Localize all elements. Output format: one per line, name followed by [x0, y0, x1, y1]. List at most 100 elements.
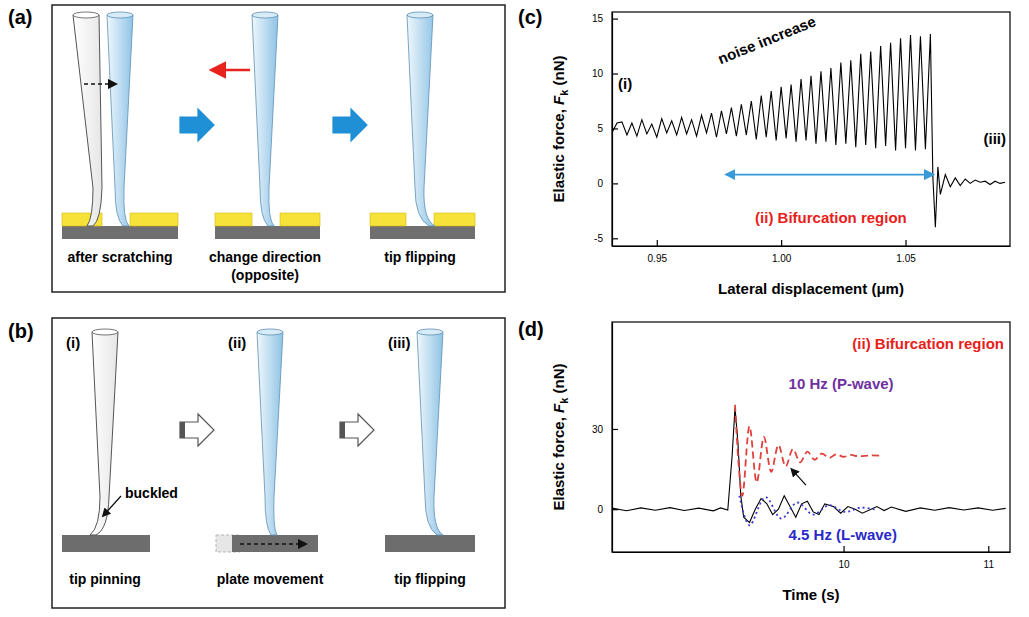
substrate [62, 226, 178, 239]
y-axis-title: Elastic force, Fk (nN) [550, 55, 570, 202]
tip-top [417, 329, 443, 335]
tick-mark [612, 183, 618, 184]
coating-layer [215, 213, 252, 226]
tick-mark [612, 128, 618, 129]
tick-label: 1.00 [772, 253, 792, 264]
move-arrow [84, 83, 116, 85]
tick-mark [843, 546, 844, 552]
data-line [739, 496, 876, 525]
note-label: buckled [125, 485, 178, 501]
step-arrow-bar [180, 422, 185, 438]
plot-marks [612, 34, 1005, 227]
tip-top [257, 329, 283, 335]
tick-label: 30 [592, 424, 604, 435]
y-axis-title: Elastic force, Fk (nN) [550, 363, 570, 510]
panel-frame [52, 5, 505, 292]
tick: 11 [984, 546, 995, 570]
coating-layer [130, 213, 178, 226]
y-axis-title-part: Elastic force, [550, 105, 567, 203]
tip-top [252, 12, 278, 18]
step-arrow [180, 414, 214, 446]
tick: -5 [594, 233, 618, 244]
step-tag: (i) [66, 334, 80, 351]
step-caption: plate movement [217, 571, 324, 587]
tick-label: 0 [597, 504, 603, 515]
cantilever-tip [257, 332, 283, 535]
move-arrow [240, 543, 306, 545]
step-caption: tip flipping [384, 249, 456, 265]
panel-label: (c) [518, 6, 542, 28]
annotation: 10 Hz (P-wave) [789, 375, 894, 392]
annotation: noise increase [715, 12, 818, 67]
tip-top [92, 329, 118, 335]
tick: 5 [597, 123, 618, 134]
tick-label: 0 [597, 178, 603, 189]
tick-mark [905, 240, 906, 246]
y-axis: 0 30 [592, 323, 618, 553]
panel-label: (a) [8, 6, 32, 28]
tick-label: 10 [592, 68, 604, 79]
step-tag: (ii) [228, 334, 246, 351]
chart-panel: (d) 10 11 0 30 Time (s) Elastic force, Fk (nN)… [518, 318, 1011, 603]
x-axis: 10 11 [613, 546, 1011, 570]
plate [62, 535, 150, 552]
data-line [612, 408, 1006, 523]
data-line [735, 405, 880, 496]
tick-label: 5 [597, 123, 603, 134]
panel-frame [52, 318, 505, 608]
tick-label: 15 [592, 13, 604, 24]
annotation: (iii) [984, 130, 1007, 147]
panel-a: (a) after scratching change direction (oppo… [8, 5, 505, 292]
tick-label: 11 [984, 559, 995, 570]
plate [232, 535, 318, 552]
tick-mark [612, 238, 618, 239]
annotation: 4.5 Hz (L-wave) [789, 526, 897, 543]
y-axis-title-part: (nN) [550, 55, 567, 89]
tick: 15 [592, 13, 618, 24]
tick-label: 0.95 [648, 253, 668, 264]
tick: 0 [597, 178, 618, 189]
cantilever-tip [107, 15, 133, 226]
step-caption: change direction [209, 249, 321, 265]
axis-line [612, 323, 613, 553]
tick: 1.00 [772, 240, 792, 264]
note-arrow [103, 496, 121, 516]
figure: (a) after scratching change direction (oppo… [0, 0, 1029, 617]
coating-layer [280, 213, 320, 226]
panel-label: (b) [8, 320, 34, 342]
cantilever-tip [417, 332, 443, 535]
data-line [612, 34, 1005, 227]
tick-mark [657, 240, 658, 246]
step-arrow [340, 414, 374, 446]
x-axis-title: Time (s) [782, 586, 839, 603]
plot-marks [612, 405, 1006, 525]
tick-mark [781, 240, 782, 246]
plot-frame [612, 12, 1010, 246]
tick: 10 [839, 546, 851, 570]
step-arrow [180, 109, 214, 141]
substrate [370, 226, 475, 239]
step-tag: (iii) [388, 334, 411, 351]
tick: 0 [597, 504, 618, 515]
step-caption: tip pinning [69, 571, 141, 587]
chart-panel: (c)0.951.001.05-5051015Lateral displacem… [518, 6, 1011, 297]
step-caption: after scratching [67, 249, 172, 265]
plot-frame [612, 322, 1010, 552]
panel-b: (b) (i) tip pinning buckled (ii) plate moveme… [8, 318, 505, 608]
substrate [215, 226, 320, 239]
direction-arrow [212, 69, 250, 72]
step-caption: (opposite) [231, 267, 299, 283]
tick-mark [612, 429, 618, 430]
tip-top [107, 12, 133, 18]
axis-line [613, 552, 1011, 553]
tick-label: -5 [594, 233, 603, 244]
annotation: (ii) Bifurcation region [852, 335, 1004, 352]
tick: 30 [592, 424, 618, 435]
panel-label: (d) [518, 318, 544, 340]
tick: 10 [592, 68, 618, 79]
y-axis-title-part: Elastic force, [550, 413, 567, 511]
figure-svg: (a) after scratching change direction (oppo… [0, 0, 1029, 617]
tip-top [407, 12, 433, 18]
tick-label: 10 [839, 559, 851, 570]
tick-mark [612, 18, 618, 19]
